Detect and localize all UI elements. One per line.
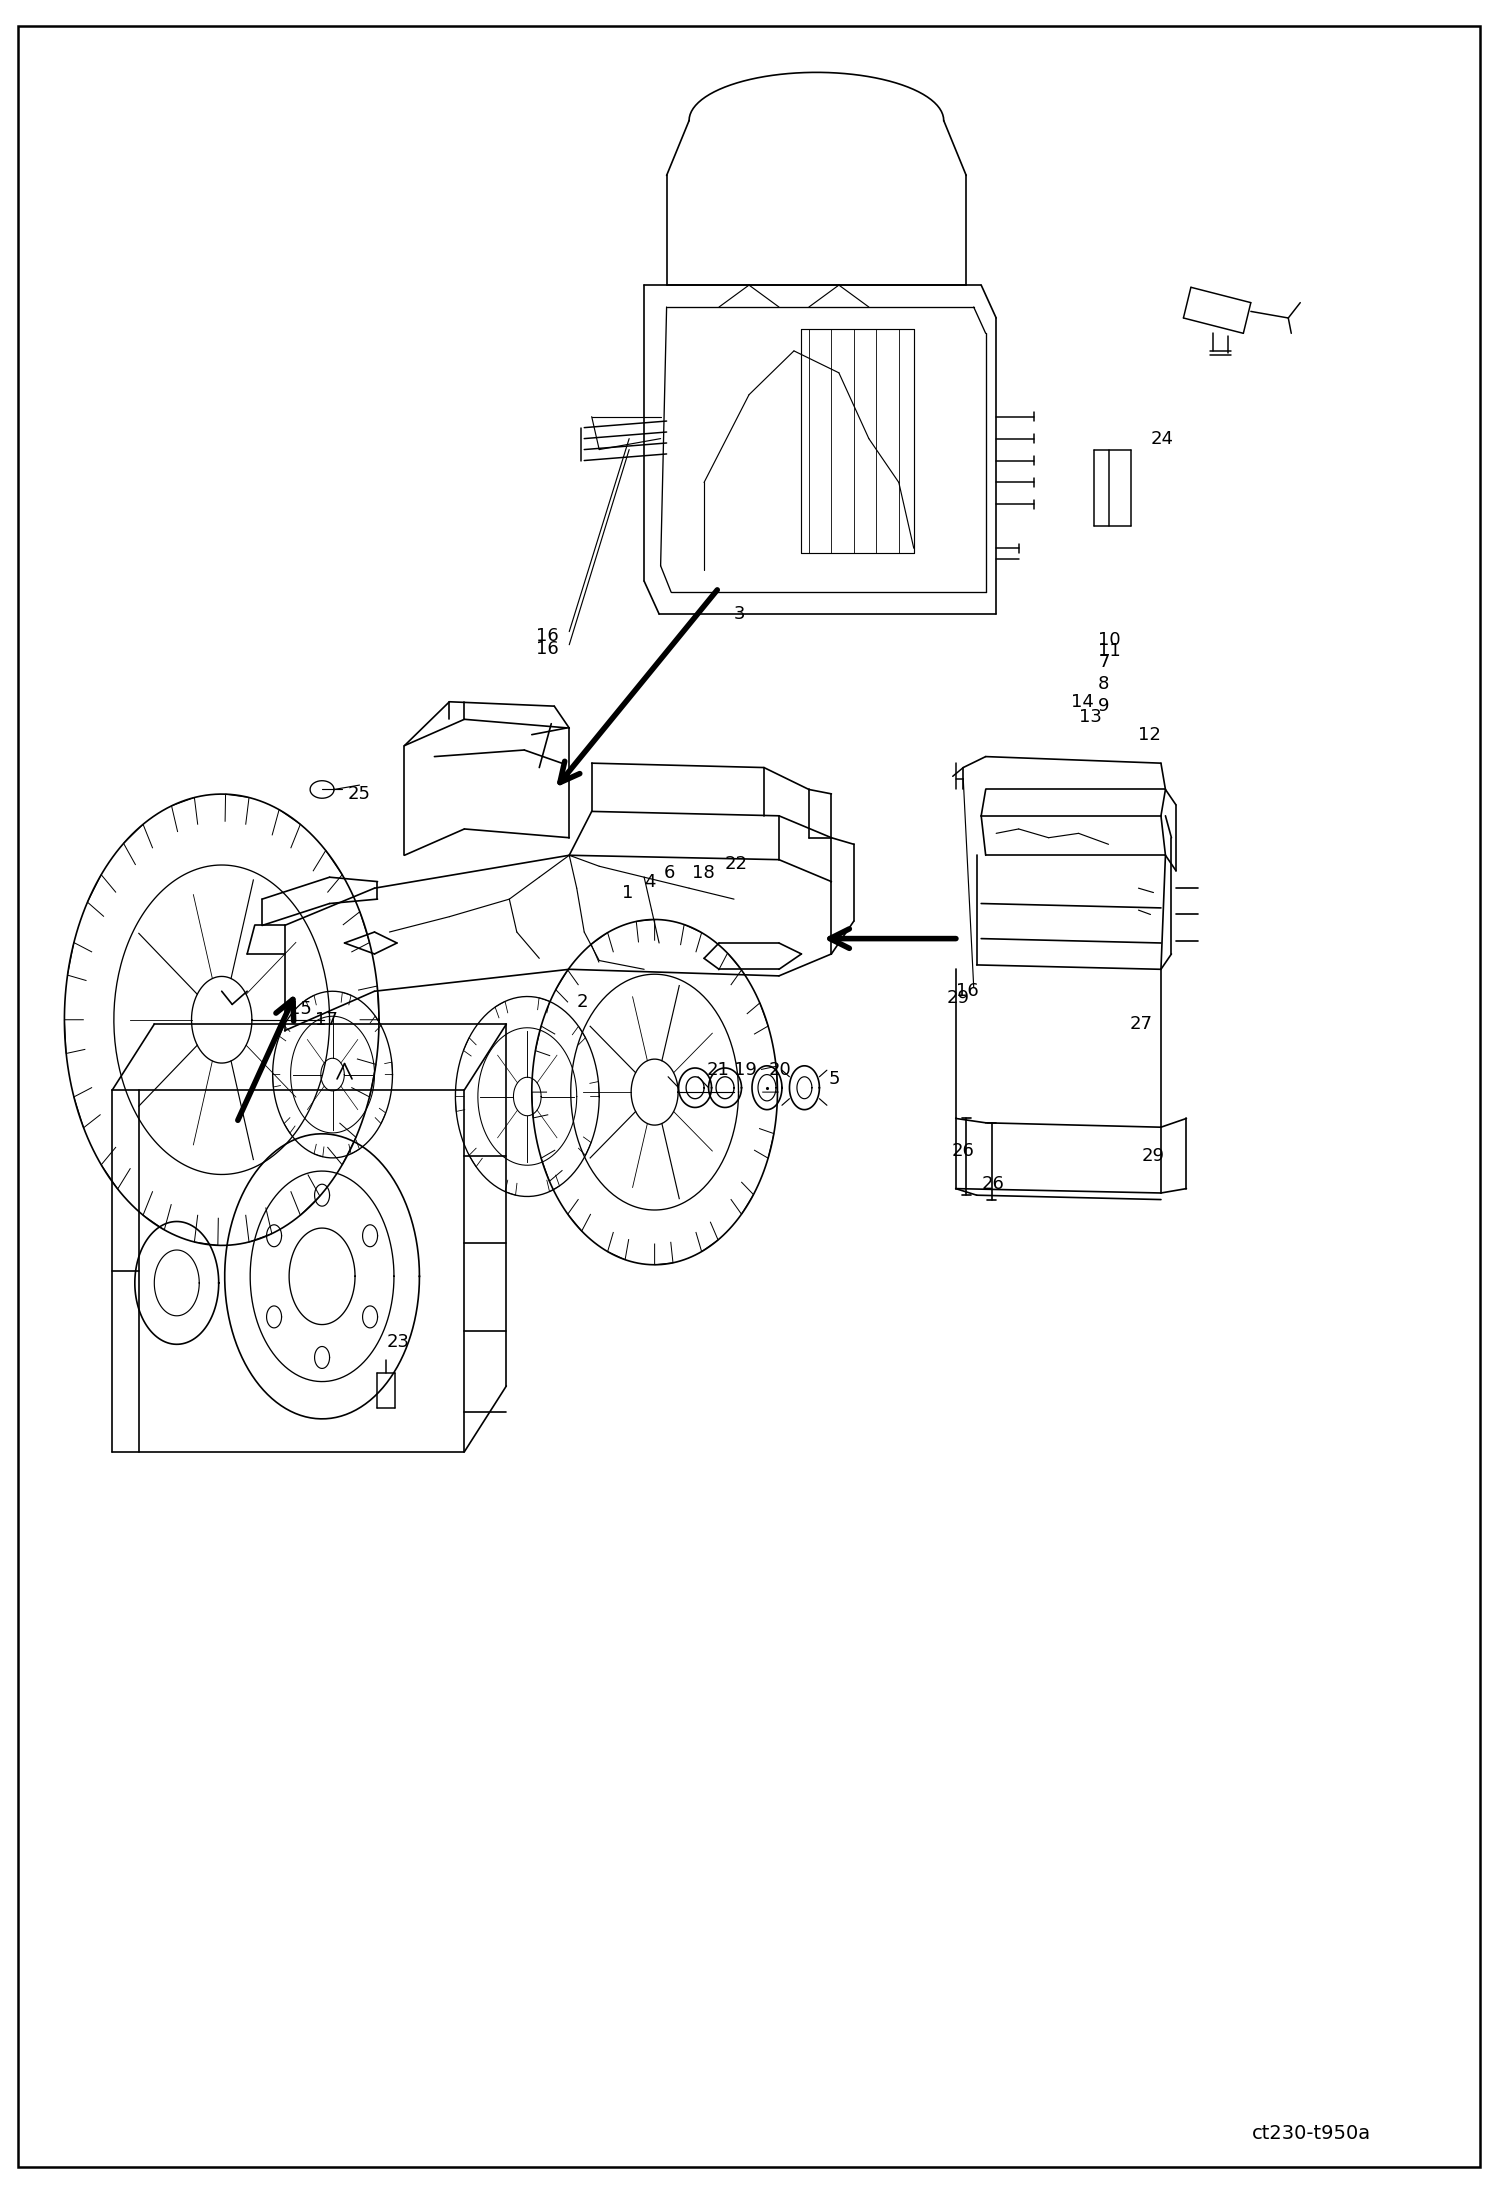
Text: 16: 16 xyxy=(536,627,559,645)
Text: 11: 11 xyxy=(1098,643,1121,660)
Text: 5: 5 xyxy=(828,1070,840,1088)
Text: 16: 16 xyxy=(536,640,559,658)
Text: 3: 3 xyxy=(734,605,746,623)
Text: 1: 1 xyxy=(622,884,634,901)
Text: 7: 7 xyxy=(1098,654,1110,671)
Text: 22: 22 xyxy=(725,855,748,873)
Text: 26: 26 xyxy=(951,1143,974,1160)
Text: 25: 25 xyxy=(348,785,370,803)
Text: 18: 18 xyxy=(692,864,715,882)
Text: 21: 21 xyxy=(707,1061,730,1079)
Text: 17: 17 xyxy=(315,1011,337,1029)
Text: ct230-t950a: ct230-t950a xyxy=(1251,2123,1371,2143)
Text: 14: 14 xyxy=(1071,693,1094,711)
Text: 9: 9 xyxy=(1098,697,1110,715)
Text: 2: 2 xyxy=(577,993,589,1011)
Text: 4: 4 xyxy=(644,873,656,890)
Text: 29: 29 xyxy=(1141,1147,1164,1164)
Text: 6: 6 xyxy=(664,864,676,882)
Text: 20: 20 xyxy=(768,1061,791,1079)
Text: 23: 23 xyxy=(386,1333,409,1351)
Text: 13: 13 xyxy=(1079,708,1101,726)
Text: 19: 19 xyxy=(734,1061,756,1079)
Text: 12: 12 xyxy=(1138,726,1161,743)
Text: 26: 26 xyxy=(981,1175,1004,1193)
Text: 27: 27 xyxy=(1129,1015,1152,1033)
Text: 24: 24 xyxy=(1150,430,1173,447)
Text: 10: 10 xyxy=(1098,632,1121,649)
Text: 8: 8 xyxy=(1098,675,1110,693)
Text: 16: 16 xyxy=(956,982,978,1000)
Text: 15: 15 xyxy=(289,1000,312,1018)
Text: 29: 29 xyxy=(947,989,969,1007)
